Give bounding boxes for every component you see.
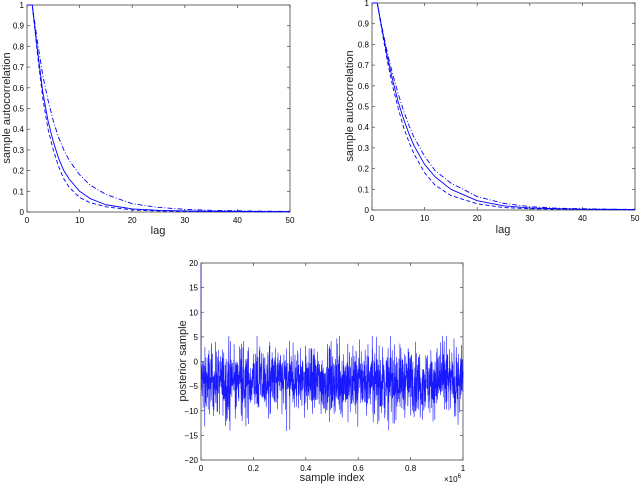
acf-left-plot: 0 10 20 30 40 50 0 0.1 0.2 0.3 0.4 0.5 0.6 0.7 0.8 0.9 1… bbox=[1, 1, 295, 237]
y-tick-label: −20 bbox=[184, 456, 198, 465]
y-tick-label: 0.6 bbox=[13, 84, 25, 93]
x-tick-label: 1 bbox=[461, 464, 466, 473]
y-tick-label: 0.8 bbox=[13, 42, 25, 51]
series-dashed bbox=[372, 2, 636, 211]
ticks: 0 10 20 30 40 50 0 0.1 0.2 0.3 0.4 0.5 0.6 0.7 0.8 0.9 1 bbox=[13, 1, 295, 225]
plot-frame bbox=[200, 262, 464, 461]
y-tick-label: 0.3 bbox=[358, 144, 370, 153]
y-axis-label: posterior sample bbox=[177, 320, 189, 401]
x-tick-label: 50 bbox=[631, 214, 640, 223]
plot-frame bbox=[26, 4, 291, 213]
x-axis-label: sample index bbox=[300, 472, 365, 484]
y-tick-label: 15 bbox=[189, 284, 198, 293]
y-tick-label: 1 bbox=[20, 1, 25, 10]
series-dashed bbox=[27, 4, 290, 213]
y-tick-label: 0.2 bbox=[358, 165, 370, 174]
trace-plot: 0 0.2 0.4 0.6 0.8 1 −20 −15 −10 −5 0 5 10 15 20 sample… bbox=[177, 259, 466, 484]
y-axis-label: sample autocorrelation bbox=[1, 52, 13, 163]
y-tick-label: −5 bbox=[189, 382, 199, 391]
y-tick-label: 10 bbox=[189, 308, 198, 317]
y-tick-label: 0 bbox=[194, 358, 199, 367]
acf-right-plot: 0 10 20 30 40 50 0 0.1 0.2 0.3 0.4 0.5 0.6 0.7 0.8 0.9 1… bbox=[344, 0, 640, 236]
x-axis-label: lag bbox=[151, 225, 166, 237]
y-tick-label: 0.7 bbox=[13, 63, 25, 72]
y-tick-label: 0 bbox=[20, 208, 25, 217]
x-tick-label: 0.6 bbox=[353, 464, 365, 473]
curves bbox=[372, 2, 636, 211]
y-tick-label: 0.4 bbox=[13, 125, 25, 134]
x-tick-label: 20 bbox=[128, 216, 137, 225]
y-tick-label: 0.3 bbox=[13, 146, 25, 155]
trace-line bbox=[200, 262, 464, 432]
trace-series bbox=[200, 262, 464, 432]
x-tick-label: 20 bbox=[473, 214, 482, 223]
plot-frame bbox=[371, 2, 636, 211]
y-tick-label: 1 bbox=[365, 0, 370, 8]
x-tick-label: 0 bbox=[199, 464, 204, 473]
x-tick-label: 40 bbox=[578, 214, 587, 223]
y-tick-label: −10 bbox=[184, 407, 198, 416]
x-tick-label: 0.2 bbox=[248, 464, 260, 473]
y-tick-label: 20 bbox=[189, 259, 198, 268]
y-tick-label: 0.4 bbox=[358, 123, 370, 132]
y-tick-label: 0.1 bbox=[13, 187, 25, 196]
x-tick-label: 10 bbox=[420, 214, 429, 223]
series-dash-dot bbox=[27, 4, 291, 212]
y-tick-label: −15 bbox=[184, 431, 198, 440]
y-tick-label: 0.5 bbox=[358, 103, 370, 112]
y-tick-label: 0.9 bbox=[358, 20, 370, 29]
x-tick-label: 50 bbox=[286, 216, 295, 225]
y-tick-label: 0.5 bbox=[13, 105, 25, 114]
x-tick-label: 0.8 bbox=[405, 464, 417, 473]
y-tick-label: 0.9 bbox=[13, 22, 25, 31]
y-tick-label: 0.8 bbox=[358, 40, 370, 49]
series-dash-dot bbox=[372, 2, 636, 210]
y-axis-label: sample autocorrelation bbox=[344, 50, 356, 161]
ticks: 0 10 20 30 40 50 0 0.1 0.2 0.3 0.4 0.5 0.6 0.7 0.8 0.9 1 bbox=[358, 0, 640, 223]
x-tick-label: 0 bbox=[370, 214, 375, 223]
y-tick-label: 0.2 bbox=[13, 167, 25, 176]
y-tick-label: 0.7 bbox=[358, 61, 370, 70]
x-tick-label: 30 bbox=[180, 216, 189, 225]
y-tick-label: 0.1 bbox=[358, 185, 370, 194]
x-tick-label: 0 bbox=[25, 216, 30, 225]
x-tick-label: 40 bbox=[233, 216, 242, 225]
curves bbox=[27, 4, 291, 213]
y-tick-label: 0.6 bbox=[358, 82, 370, 91]
y-tick-label: 5 bbox=[194, 333, 199, 342]
x-tick-label: 0.4 bbox=[300, 464, 312, 473]
x-tick-label: 30 bbox=[525, 214, 534, 223]
x-axis-label: lag bbox=[496, 224, 511, 236]
series-solid bbox=[372, 2, 636, 211]
x-tick-label: 10 bbox=[75, 216, 84, 225]
x-multiplier: ×106 bbox=[444, 474, 462, 484]
ticks: 0 0.2 0.4 0.6 0.8 1 −20 −15 −10 −5 0 5 10 15 20 bbox=[184, 259, 465, 473]
y-tick-label: 0 bbox=[365, 206, 370, 215]
